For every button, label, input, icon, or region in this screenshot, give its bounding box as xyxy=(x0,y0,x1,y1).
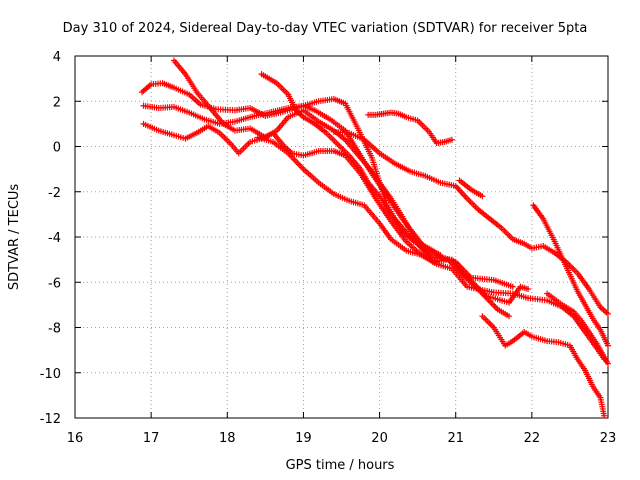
data-point-marker xyxy=(437,252,444,259)
y-axis-label: SDTVAR / TECUs xyxy=(7,184,22,291)
y-tick-label: -2 xyxy=(48,186,61,201)
y-tick-label: 0 xyxy=(53,141,61,156)
data-point-marker xyxy=(448,136,455,143)
series-trace-6 xyxy=(254,134,440,265)
x-tick-label: 20 xyxy=(371,431,388,446)
y-tick-label: 4 xyxy=(53,50,61,65)
data-point-marker xyxy=(506,313,513,320)
series-trace-9 xyxy=(456,177,486,200)
data-point-marker xyxy=(525,286,532,293)
series-trace-11 xyxy=(530,202,611,349)
x-tick-label: 18 xyxy=(219,431,236,446)
series-trace-12 xyxy=(544,290,611,367)
x-tick-label: 17 xyxy=(143,431,160,446)
data-point-marker xyxy=(605,310,611,317)
y-tick-label: 2 xyxy=(53,95,61,110)
series-trace-4 xyxy=(140,120,608,363)
x-tick-label: 23 xyxy=(600,431,617,446)
y-tick-label: -4 xyxy=(48,231,61,246)
x-tick-label: 19 xyxy=(295,431,312,446)
x-tick-label: 16 xyxy=(67,431,84,446)
data-point-marker xyxy=(605,342,611,349)
series-trace-5 xyxy=(258,71,444,259)
y-tick-label: -8 xyxy=(48,322,61,337)
axis-ticks: 16 17 18 19 20 21 22 23 -12 -10 -8 -6 -4 -2 0 2 4 xyxy=(40,50,617,446)
series-trace-10 xyxy=(479,313,608,419)
data-point-marker xyxy=(433,258,440,265)
data-point-marker xyxy=(605,360,611,367)
x-tick-label: 22 xyxy=(524,431,541,446)
x-axis-label: GPS time / hours xyxy=(286,458,395,473)
y-tick-label: -10 xyxy=(40,367,61,382)
data-series xyxy=(139,57,611,419)
series-trace-8 xyxy=(365,109,455,147)
chart-title: Day 310 of 2024, Sidereal Day-to-day VTE… xyxy=(63,21,588,36)
x-tick-label: 21 xyxy=(447,431,464,446)
data-point-marker xyxy=(601,412,608,419)
data-point-marker xyxy=(479,193,486,200)
data-point-marker xyxy=(509,283,516,290)
y-tick-label: -6 xyxy=(48,276,61,291)
y-tick-label: -12 xyxy=(40,412,61,427)
